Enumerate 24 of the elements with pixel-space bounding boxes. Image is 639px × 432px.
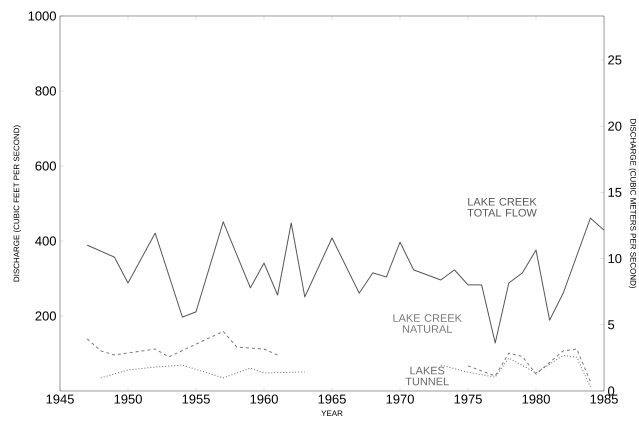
y2-tick-label: 5: [608, 320, 614, 330]
y2-tick-label: 10: [608, 254, 622, 264]
x-tick-label: 1975: [454, 394, 482, 404]
y2-tick-label: 25: [608, 55, 622, 65]
x-tick-label: 1950: [114, 394, 142, 404]
x-tick-label: 1985: [590, 394, 618, 404]
line-series: [86, 218, 604, 344]
x-tick-label: 1955: [182, 394, 210, 404]
y-tick-label: 400: [35, 236, 56, 246]
y-tick-label: 200: [36, 311, 56, 321]
y2-tick-label: 0: [608, 386, 614, 396]
y2-tick-label: 15: [608, 188, 622, 197]
x-tick-label: 1980: [522, 394, 550, 404]
y2-tick-label: 20: [608, 122, 622, 131]
text: LAKE CREEK TOTAL FLOW: [467, 198, 537, 217]
y-tick-label: 800: [35, 86, 56, 96]
series-label: LAKES TUNNEL: [406, 366, 449, 386]
x-tick-label: 1960: [250, 394, 278, 404]
x-tick-label: 1970: [386, 394, 414, 404]
x-tick-label: 1965: [318, 394, 346, 404]
y-tick-label: 600: [36, 161, 56, 171]
text: LAKE CREEK NATURAL: [393, 314, 462, 333]
x-tick-label: 1945: [46, 394, 74, 404]
y-tick-label: 1000: [28, 11, 56, 21]
